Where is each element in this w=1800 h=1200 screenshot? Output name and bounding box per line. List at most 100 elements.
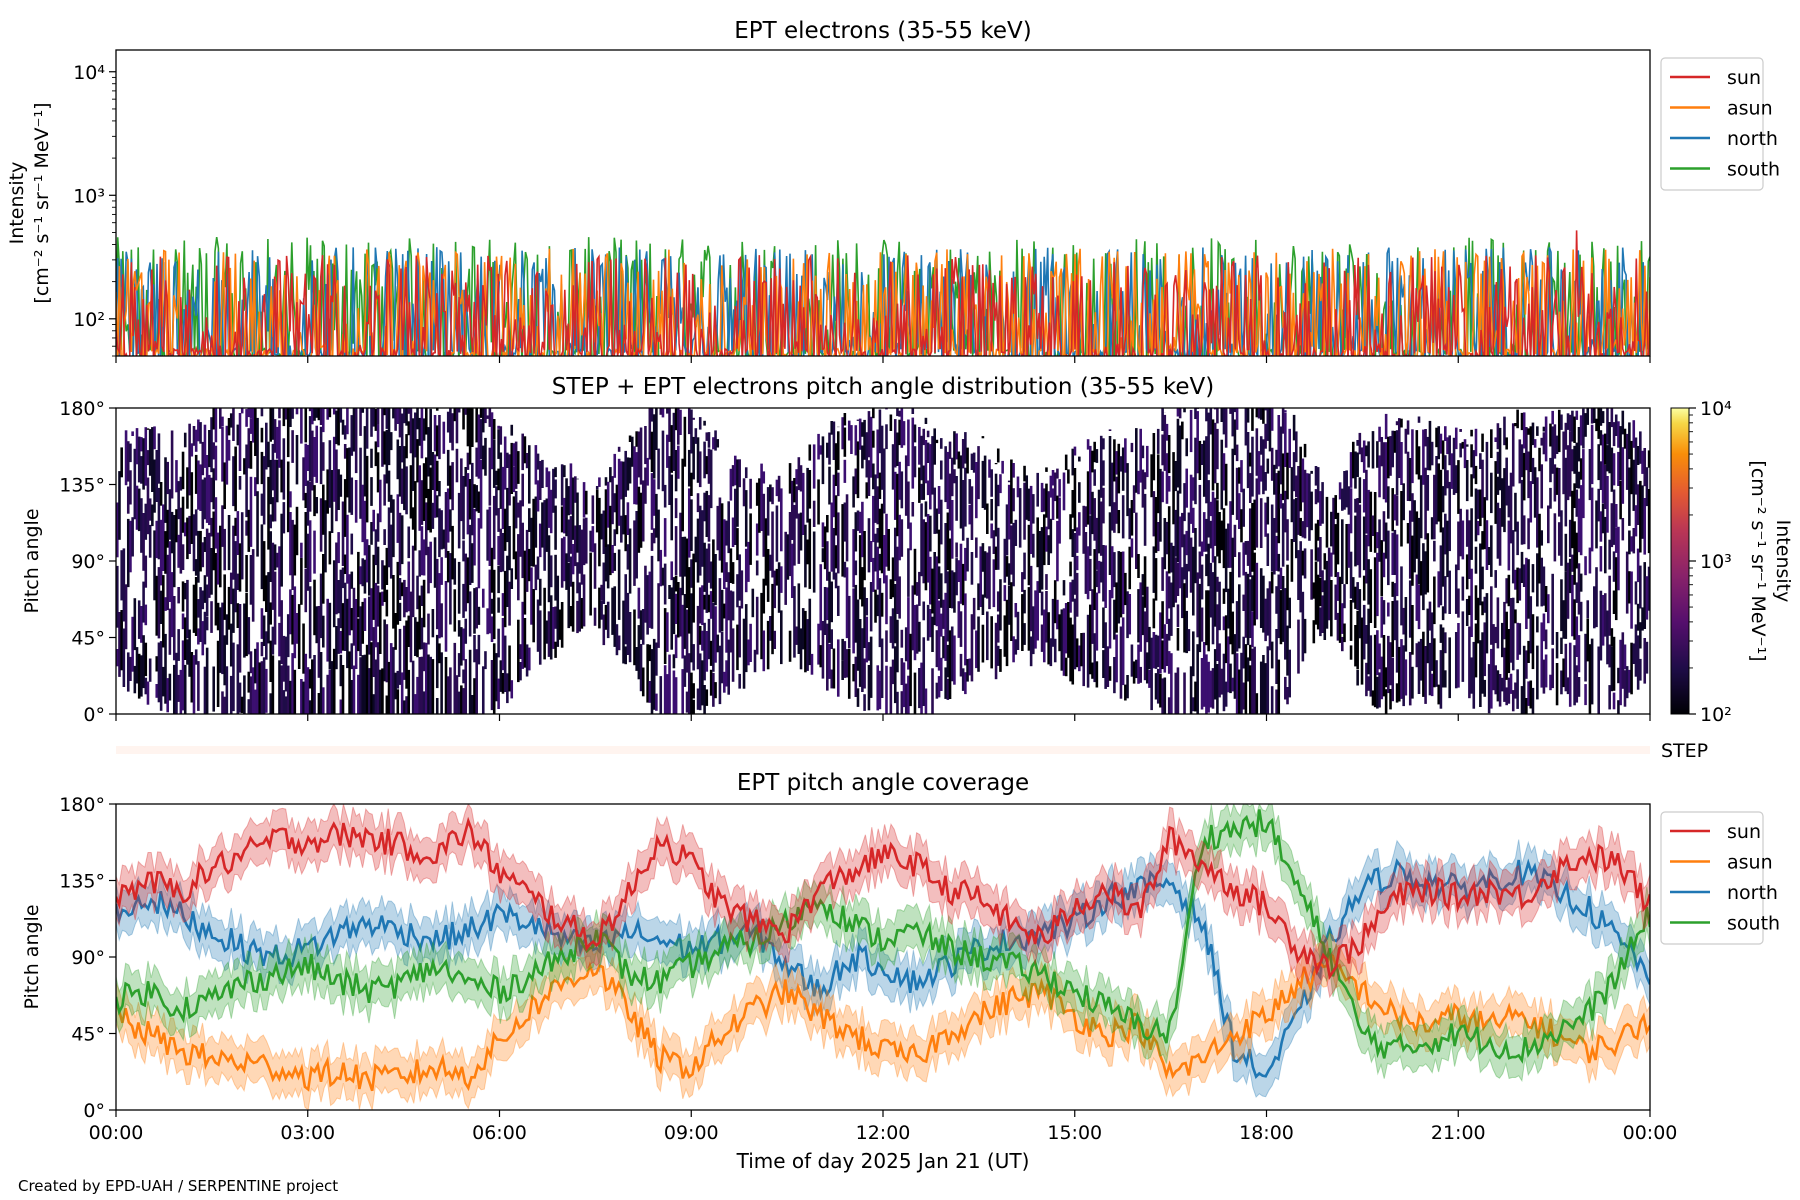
legend-box	[1660, 57, 1764, 191]
heatmap-cell	[361, 655, 365, 714]
heatmap-cell	[1612, 551, 1616, 582]
heatmap-cell	[799, 512, 803, 551]
heatmap-cell	[210, 548, 213, 595]
heatmap-cell	[893, 419, 897, 468]
heatmap-cell	[403, 408, 406, 424]
heatmap-cell	[346, 598, 349, 669]
heatmap-cell	[1211, 572, 1215, 645]
heatmap-cell	[332, 436, 336, 502]
heatmap-cell	[918, 621, 921, 652]
heatmap-cell	[126, 518, 130, 588]
heatmap-cell	[170, 511, 174, 554]
heatmap-cell	[501, 618, 505, 671]
heatmap-cell	[265, 668, 268, 713]
heatmap-cell	[1121, 495, 1125, 539]
heatmap-cell	[1575, 665, 1579, 703]
heatmap-cell	[1078, 482, 1081, 503]
heatmap-cell	[238, 476, 242, 490]
heatmap-cell	[249, 555, 253, 605]
heatmap-cell	[723, 671, 726, 693]
heatmap-cell	[1485, 593, 1489, 654]
heatmap-cell	[696, 437, 700, 483]
heatmap-cell	[440, 557, 443, 585]
heatmap-cell	[148, 429, 152, 476]
heatmap-cell	[385, 624, 389, 683]
heatmap-cell	[1244, 541, 1248, 555]
heatmap-cell	[385, 695, 389, 714]
heatmap-cell	[282, 408, 286, 427]
heatmap-cell	[674, 450, 678, 492]
heatmap-cell	[668, 654, 671, 714]
heatmap-cell	[683, 594, 687, 649]
heatmap-cell	[1167, 618, 1171, 641]
heatmap-cell	[762, 471, 766, 484]
heatmap-cell	[536, 453, 540, 470]
heatmap-cell	[1200, 444, 1204, 465]
heatmap-cell	[650, 649, 654, 714]
heatmap-cell	[350, 477, 354, 515]
heatmap-cell	[1216, 576, 1219, 592]
heatmap-cell	[451, 413, 454, 451]
heatmap-cell	[256, 417, 259, 485]
heatmap-cell	[387, 408, 391, 466]
heatmap-cell	[1251, 648, 1254, 714]
heatmap-cell	[449, 509, 452, 532]
heatmap-cell	[918, 467, 921, 503]
heatmap-cell	[1593, 408, 1596, 423]
heatmap-cell	[692, 553, 695, 623]
heatmap-cell	[731, 591, 735, 621]
heatmap-cell	[1209, 501, 1213, 517]
heatmap-cell	[492, 419, 496, 440]
heatmap-cell	[1073, 533, 1077, 595]
heatmap-cell	[1220, 520, 1224, 551]
heatmap-cell	[1483, 596, 1487, 613]
heatmap-cell	[939, 573, 943, 608]
heatmap-cell	[512, 466, 516, 493]
heatmap-cell	[1568, 519, 1572, 557]
heatmap-cell	[981, 543, 985, 572]
heatmap-cell	[885, 513, 888, 567]
heatmap-cell	[1325, 496, 1329, 548]
heatmap-cell	[1481, 566, 1484, 590]
heatmap-cell	[762, 578, 766, 614]
heatmap-cell	[135, 428, 139, 465]
heatmap-cell	[1408, 652, 1412, 706]
heatmap-cell	[409, 465, 413, 519]
heatmap-cell	[1104, 545, 1107, 608]
heatmap-cell	[400, 672, 404, 714]
heatmap-cell	[1288, 428, 1291, 468]
heatmap-cell	[291, 653, 294, 714]
heatmap-cell	[1404, 597, 1408, 652]
heatmap-cell	[900, 471, 904, 509]
heatmap-cell	[1382, 600, 1386, 625]
heatmap-cell	[1071, 529, 1075, 557]
heatmap-cell	[1641, 607, 1644, 631]
heatmap-cell	[830, 581, 833, 623]
heatmap-cell	[1262, 408, 1265, 424]
heatmap-cell	[1623, 428, 1627, 449]
heatmap-cell	[950, 500, 954, 559]
heatmap-cell	[738, 605, 741, 658]
heatmap-cell	[981, 624, 985, 663]
heatmap-cell	[1527, 640, 1530, 663]
heatmap-cell	[907, 419, 910, 467]
heatmap-cell	[273, 571, 277, 645]
heatmap-cell	[771, 583, 774, 655]
heatmap-cell	[777, 475, 781, 502]
heatmap-cell	[1406, 420, 1410, 435]
colorbar-tick-label: 10³	[1700, 551, 1732, 573]
heatmap-cell	[650, 473, 654, 530]
heatmap-cell	[598, 587, 601, 629]
heatmap-cell	[1264, 472, 1267, 491]
heatmap-cell	[672, 412, 676, 471]
heatmap-cell	[830, 421, 833, 435]
heatmap-cell	[238, 604, 242, 673]
heatmap-cell	[1430, 612, 1434, 671]
heatmap-cell	[208, 532, 211, 598]
heatmap-cell	[1481, 459, 1484, 518]
heatmap-cell	[1619, 480, 1622, 520]
heatmap-cell	[1124, 572, 1127, 606]
heatmap-cell	[247, 699, 251, 714]
heatmap-cell	[359, 566, 362, 585]
heatmap-cell	[964, 432, 967, 464]
